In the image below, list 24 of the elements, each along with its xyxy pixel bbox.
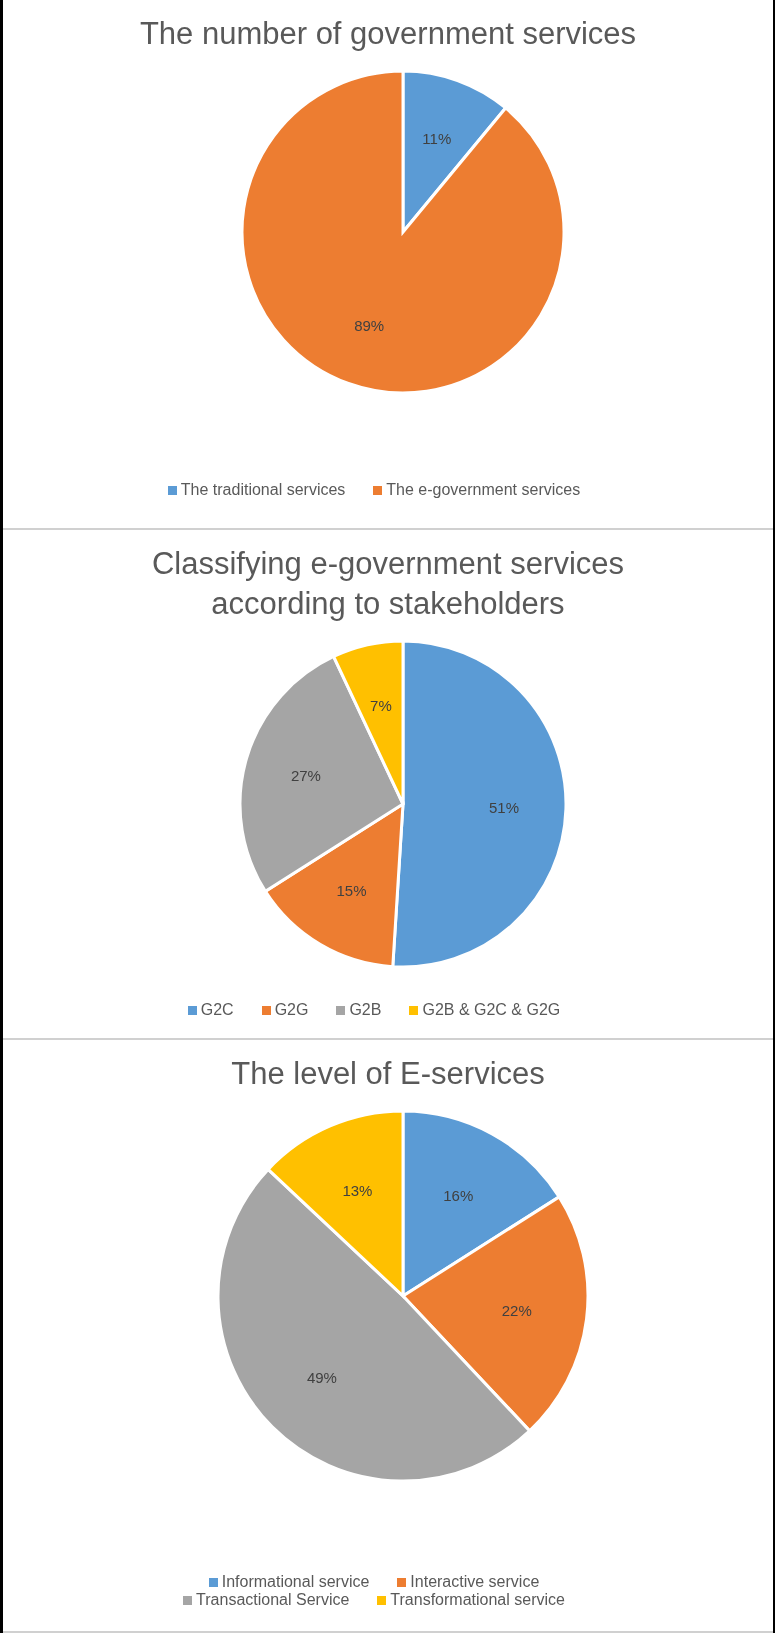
data-label: 22% xyxy=(501,1301,532,1319)
legend-label: The e-government services xyxy=(386,481,581,498)
chart-title: The level of E-services xyxy=(230,1055,546,1093)
legend-label: G2C xyxy=(200,1001,234,1018)
data-label: 49% xyxy=(306,1368,337,1386)
chart-title: The number of government services xyxy=(138,15,638,53)
legend-label: Transactional Service xyxy=(196,1591,350,1608)
legend-label: Interactive service xyxy=(410,1573,540,1590)
data-label: 51% xyxy=(488,798,520,816)
data-label: 7% xyxy=(370,696,392,714)
pie-slice xyxy=(240,69,566,395)
legend-label: G2B xyxy=(349,1001,382,1018)
legend-label: G2B & G2C & G2G xyxy=(422,1001,561,1018)
legend-label: G2G xyxy=(274,1001,309,1018)
chart-title: Classifying e-government services according to stakeholders xyxy=(150,545,626,623)
data-label: 13% xyxy=(342,1182,373,1200)
legend-label: Transformational service xyxy=(390,1591,565,1608)
data-label: 27% xyxy=(290,767,321,785)
data-label: 15% xyxy=(336,882,367,900)
data-label: 16% xyxy=(443,1186,474,1204)
legend-label: The traditional services xyxy=(180,481,346,498)
legend-label: Informational service xyxy=(221,1573,370,1590)
data-label: 11% xyxy=(422,129,452,147)
data-label: 89% xyxy=(354,317,385,335)
